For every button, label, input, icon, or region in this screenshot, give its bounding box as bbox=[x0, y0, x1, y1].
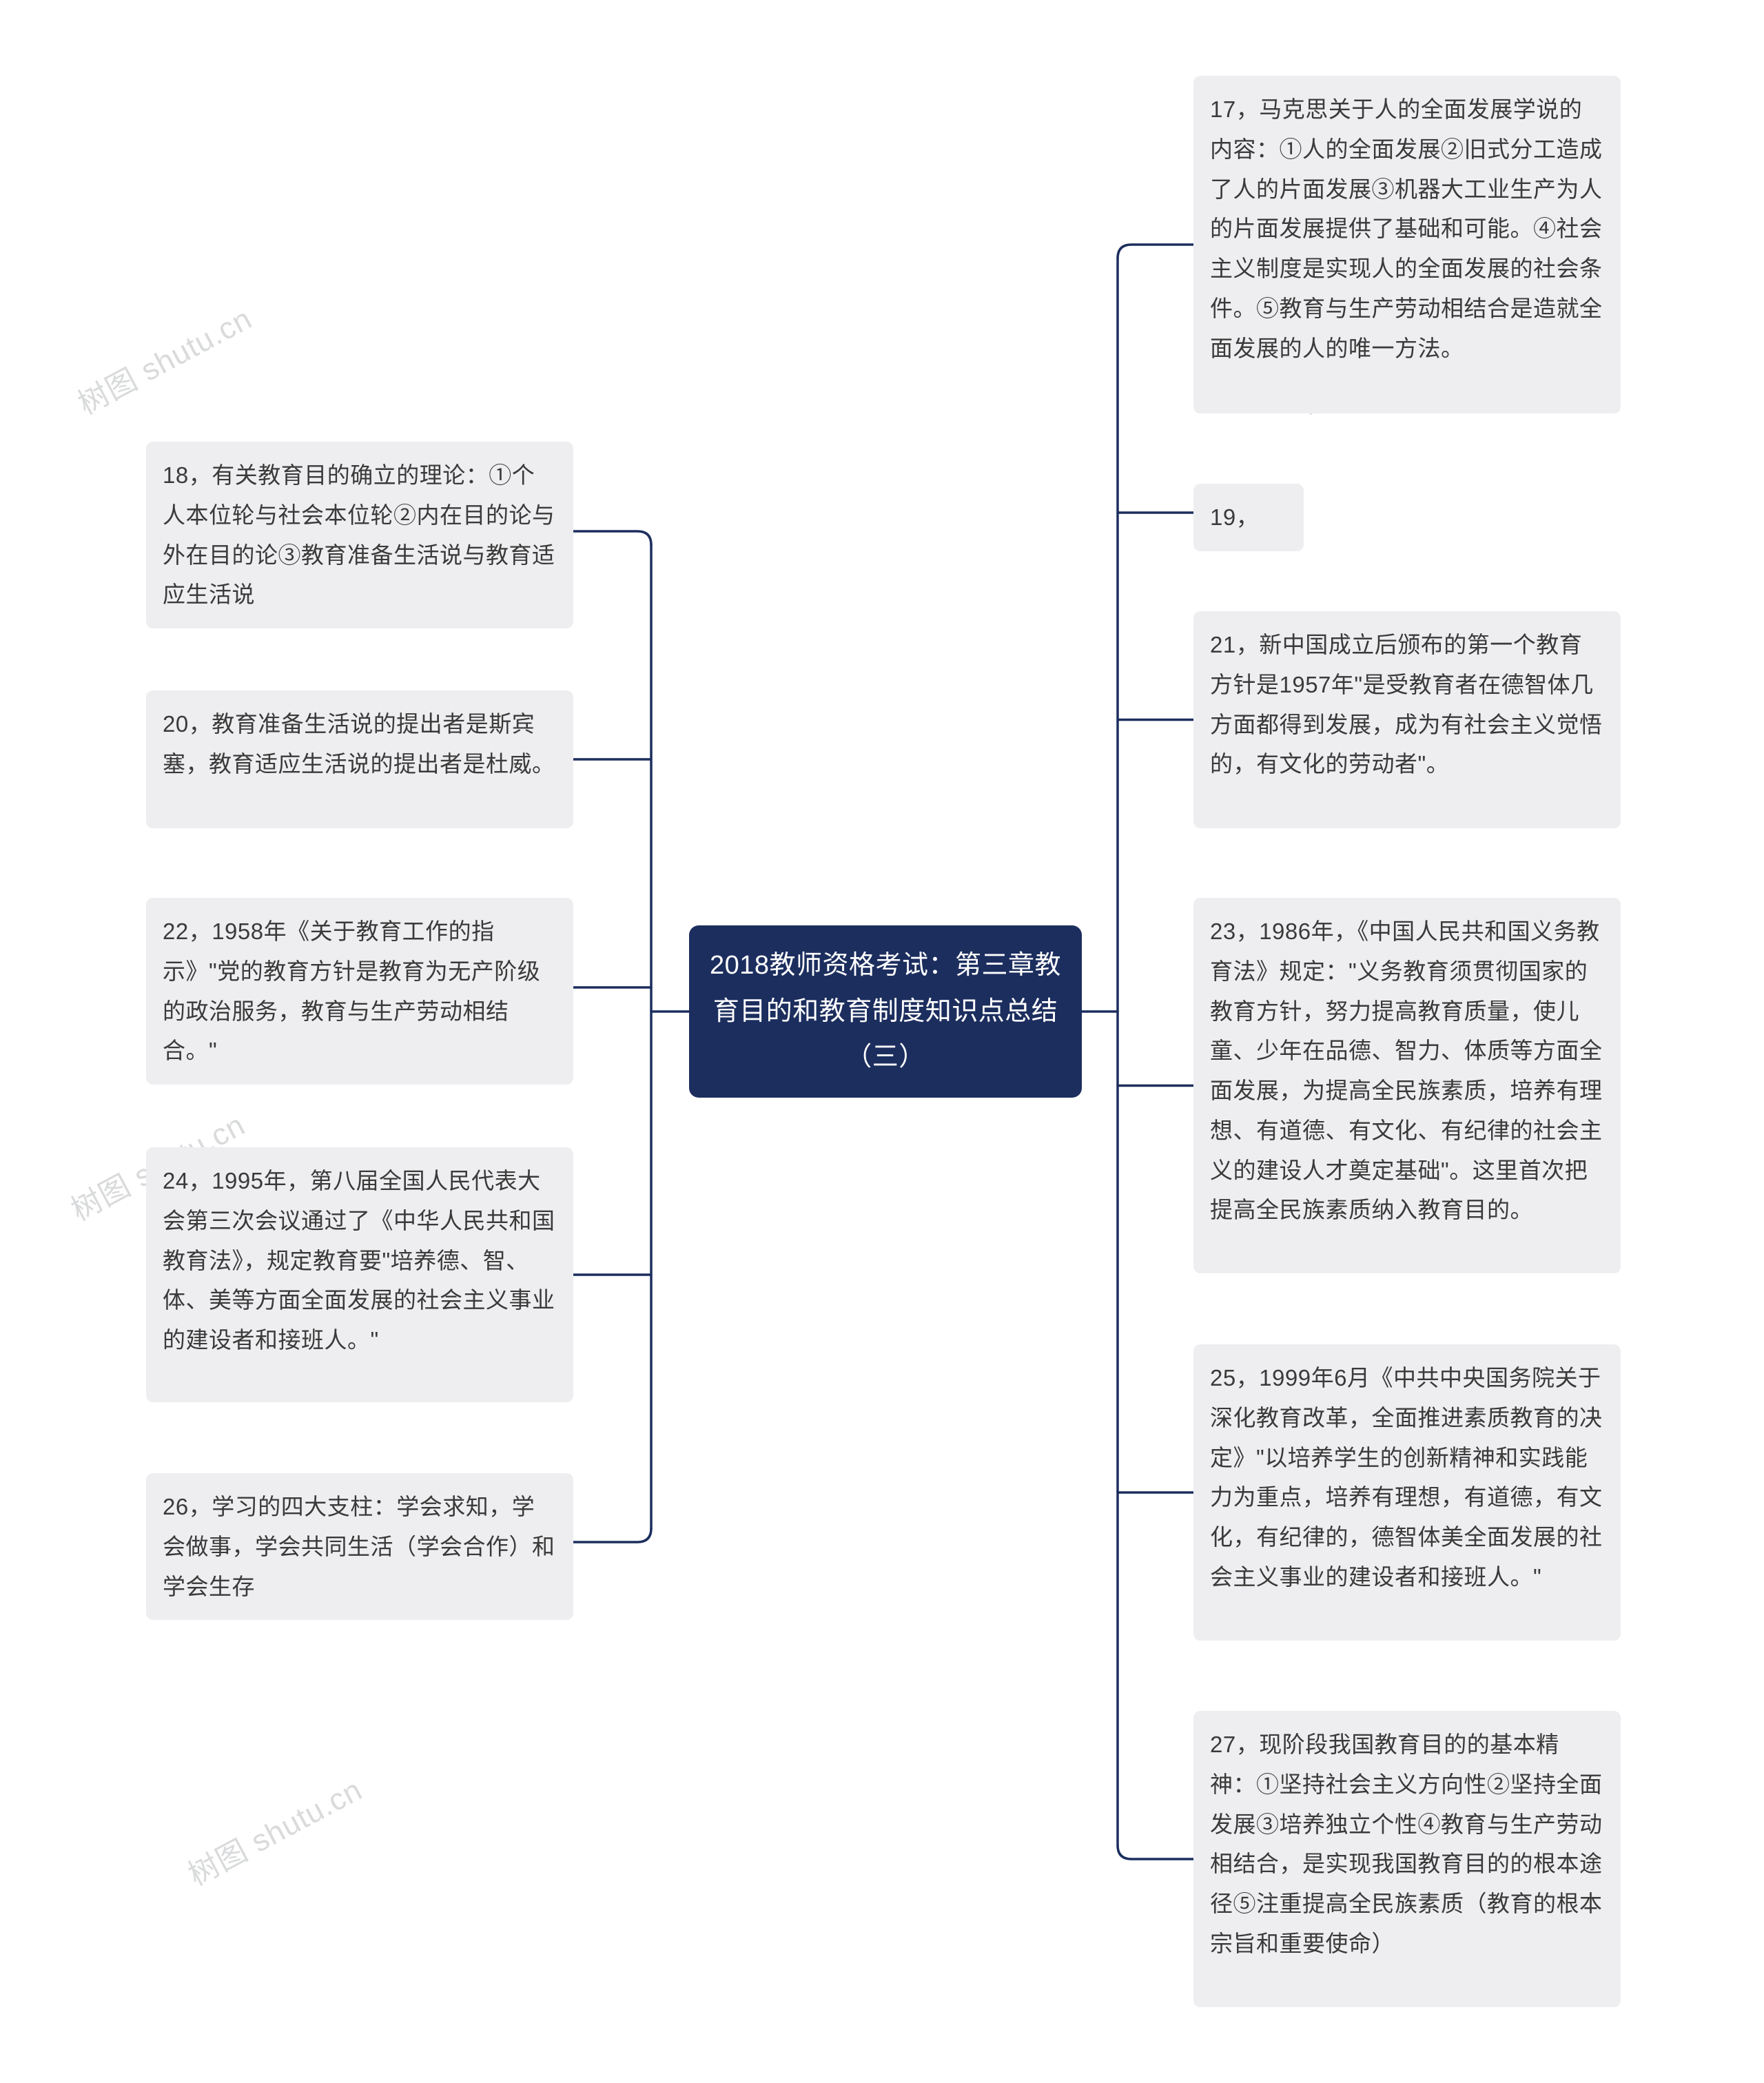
branch-node-label: 19， bbox=[1210, 504, 1259, 530]
branch-node-label: 27，现阶段我国教育目的的基本精神：①坚持社会主义方向性②坚持全面发展③培养独立… bbox=[1210, 1732, 1603, 1956]
center-node-label: 2018教师资格考试：第三章教育目的和教育制度知识点总结（三） bbox=[706, 943, 1065, 1080]
branch-node-label: 26，学习的四大支柱：学会求知，学会做事，学会共同生活（学会合作）和学会生存 bbox=[163, 1494, 555, 1599]
branch-node-n26[interactable]: 26，学习的四大支柱：学会求知，学会做事，学会共同生活（学会合作）和学会生存 bbox=[146, 1473, 573, 1620]
branch-node-label: 21，新中国成立后颁布的第一个教育方针是1957年"是受教育者在德智体几方面都得… bbox=[1210, 632, 1603, 777]
branch-node-label: 25，1999年6月《中共中央国务院关于深化教育改革，全面推进素质教育的决定》"… bbox=[1210, 1365, 1603, 1590]
branch-node-label: 17，马克思关于人的全面发展学说的内容：①人的全面发展②旧式分工造成了人的片面发… bbox=[1210, 96, 1603, 361]
branch-node-label: 23，1986年，《中国人民共和国义务教育法》规定："义务教育须贯彻国家的教育方… bbox=[1210, 919, 1603, 1222]
branch-node-n18[interactable]: 18，有关教育目的确立的理论：①个人本位轮与社会本位轮②内在目的论与外在目的论③… bbox=[146, 442, 573, 628]
branch-node-n20[interactable]: 20，教育准备生活说的提出者是斯宾塞，教育适应生活说的提出者是杜威。 bbox=[146, 690, 573, 828]
watermark: 树图 shutu.cn bbox=[179, 1765, 369, 1894]
branch-node-label: 20，教育准备生活说的提出者是斯宾塞，教育适应生活说的提出者是杜威。 bbox=[163, 711, 555, 777]
branch-node-n22[interactable]: 22，1958年《关于教育工作的指示》"党的教育方针是教育为无产阶级的政治服务，… bbox=[146, 898, 573, 1085]
branch-node-label: 24，1995年，第八届全国人民代表大会第三次会议通过了《中华人民共和国教育法》… bbox=[163, 1168, 555, 1353]
branch-node-label: 18，有关教育目的确立的理论：①个人本位轮与社会本位轮②内在目的论与外在目的论③… bbox=[163, 462, 555, 607]
branch-node-label: 22，1958年《关于教育工作的指示》"党的教育方针是教育为无产阶级的政治服务，… bbox=[163, 919, 540, 1063]
branch-node-n17[interactable]: 17，马克思关于人的全面发展学说的内容：①人的全面发展②旧式分工造成了人的片面发… bbox=[1193, 76, 1621, 413]
branch-node-n21[interactable]: 21，新中国成立后颁布的第一个教育方针是1957年"是受教育者在德智体几方面都得… bbox=[1193, 611, 1621, 828]
branch-node-n24[interactable]: 24，1995年，第八届全国人民代表大会第三次会议通过了《中华人民共和国教育法》… bbox=[146, 1147, 573, 1402]
branch-node-n23[interactable]: 23，1986年，《中国人民共和国义务教育法》规定："义务教育须贯彻国家的教育方… bbox=[1193, 898, 1621, 1273]
branch-node-n25[interactable]: 25，1999年6月《中共中央国务院关于深化教育改革，全面推进素质教育的决定》"… bbox=[1193, 1344, 1621, 1641]
watermark: 树图 shutu.cn bbox=[69, 294, 258, 423]
branch-node-n27[interactable]: 27，现阶段我国教育目的的基本精神：①坚持社会主义方向性②坚持全面发展③培养独立… bbox=[1193, 1711, 1621, 2007]
mindmap-canvas: 树图 shutu.cn树图 shutu.cn树图 shutu.cn树图 shut… bbox=[0, 0, 1764, 2083]
center-node[interactable]: 2018教师资格考试：第三章教育目的和教育制度知识点总结（三） bbox=[689, 925, 1082, 1098]
branch-node-n19[interactable]: 19， bbox=[1193, 484, 1304, 551]
